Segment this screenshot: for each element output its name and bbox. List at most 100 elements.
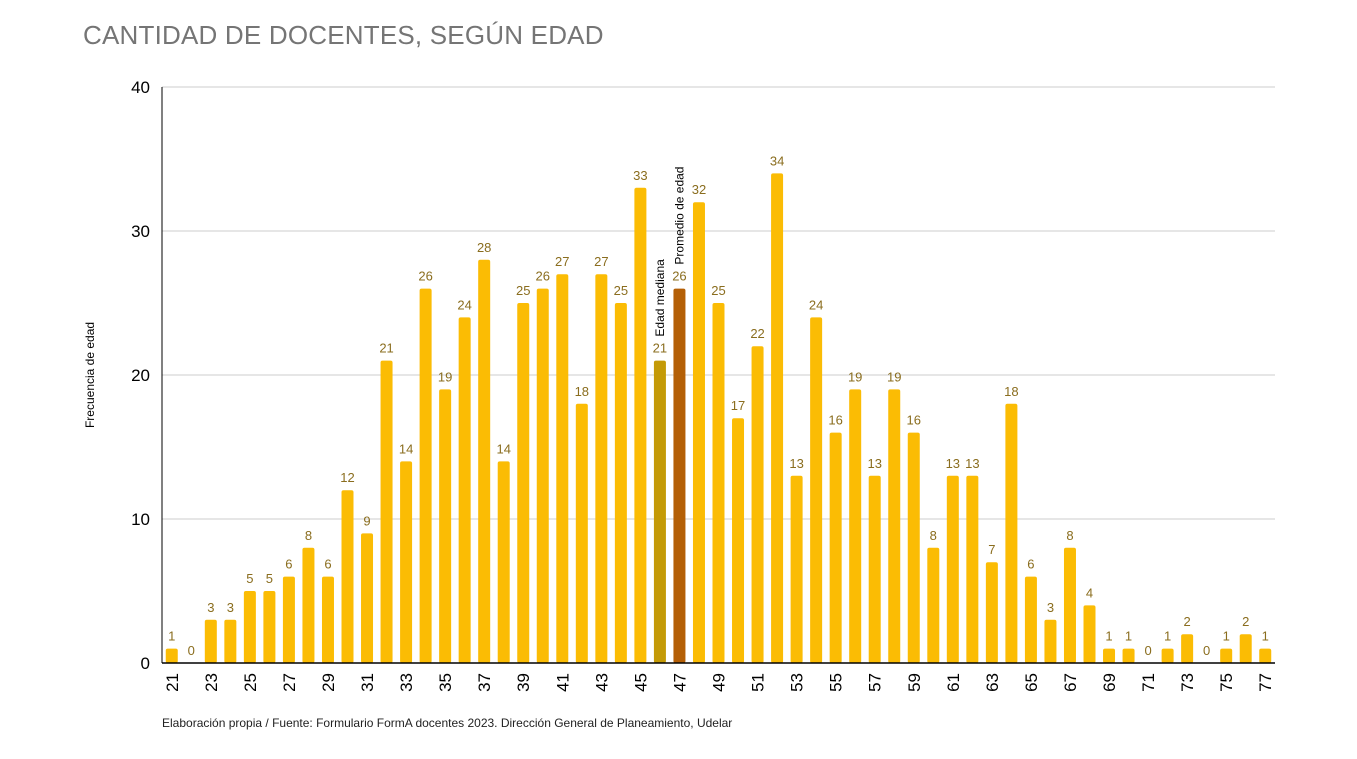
- bar: [321, 576, 334, 663]
- data-label: 8: [305, 528, 312, 543]
- bar: [907, 432, 920, 663]
- data-label: 0: [1203, 643, 1210, 658]
- x-tick-label: 57: [866, 673, 885, 692]
- bar: [732, 418, 745, 663]
- x-tick-label: 67: [1061, 673, 1080, 692]
- bar: [1063, 547, 1076, 663]
- data-label: 21: [379, 341, 393, 356]
- bar: [595, 274, 608, 663]
- x-tick-label: 29: [319, 673, 338, 692]
- data-label: 13: [789, 456, 803, 471]
- data-label: 1: [1105, 629, 1112, 644]
- bar: [1103, 648, 1116, 663]
- data-label: 7: [988, 542, 995, 557]
- chart-title: CANTIDAD DE DOCENTES, SEGÚN EDAD: [83, 20, 604, 50]
- data-label: 26: [418, 269, 432, 284]
- bar: [380, 360, 393, 663]
- data-label: 17: [731, 398, 745, 413]
- data-label: 21: [653, 341, 667, 356]
- bar: [282, 576, 295, 663]
- bar: [458, 317, 471, 663]
- data-label: 1: [1262, 629, 1269, 644]
- x-tick-label: 51: [749, 673, 768, 692]
- x-tick-label: 43: [592, 673, 611, 692]
- bar: [868, 475, 881, 663]
- bar: [497, 461, 510, 663]
- bar: [1024, 576, 1037, 663]
- bar: [419, 288, 432, 663]
- x-tick-label: 49: [710, 673, 729, 692]
- data-label: 25: [516, 283, 530, 298]
- data-label: 1: [1164, 629, 1171, 644]
- bar: [966, 475, 979, 663]
- bar: [1220, 648, 1233, 663]
- x-tick-label: 31: [358, 673, 377, 692]
- data-label: 5: [266, 571, 273, 586]
- bar: [673, 288, 686, 663]
- highlight-label: Promedio de edad: [672, 167, 686, 265]
- x-tick-label: 61: [944, 673, 963, 692]
- data-label: 3: [207, 600, 214, 615]
- bar: [1044, 619, 1057, 663]
- bar: [556, 274, 569, 663]
- data-label: 33: [633, 168, 647, 183]
- data-label: 1: [1223, 629, 1230, 644]
- bar: [1161, 648, 1174, 663]
- bar: [575, 403, 588, 663]
- data-label: 14: [496, 441, 510, 456]
- data-label: 34: [770, 153, 784, 168]
- x-tick-label: 65: [1022, 673, 1041, 692]
- bar: [204, 619, 217, 663]
- y-tick-label: 30: [131, 222, 150, 241]
- data-label: 16: [828, 413, 842, 428]
- bar: [263, 591, 276, 663]
- bar: [224, 619, 237, 663]
- x-tick-label: 73: [1178, 673, 1197, 692]
- bar: [810, 317, 823, 663]
- data-label: 14: [399, 441, 413, 456]
- bar: [927, 547, 940, 663]
- data-label: 1: [1125, 629, 1132, 644]
- data-label: 25: [711, 283, 725, 298]
- x-tick-label: 55: [827, 673, 846, 692]
- y-tick-label: 40: [131, 78, 150, 97]
- bar: [1005, 403, 1018, 663]
- data-label: 27: [555, 254, 569, 269]
- data-label: 25: [614, 283, 628, 298]
- x-tick-label: 53: [788, 673, 807, 692]
- x-tick-label: 71: [1139, 673, 1158, 692]
- bar: [771, 173, 784, 663]
- y-tick-label: 0: [141, 654, 150, 673]
- bar: [439, 389, 452, 663]
- bar: [1083, 605, 1096, 663]
- data-label: 3: [1047, 600, 1054, 615]
- bar: [517, 303, 530, 663]
- data-label: 19: [438, 369, 452, 384]
- x-tick-label: 63: [983, 673, 1002, 692]
- data-label: 24: [457, 297, 471, 312]
- x-tick-label: 37: [475, 673, 494, 692]
- data-label: 13: [867, 456, 881, 471]
- bar: [634, 187, 647, 664]
- x-tick-label: 35: [436, 673, 455, 692]
- data-label: 3: [227, 600, 234, 615]
- data-label: 8: [1066, 528, 1073, 543]
- data-label: 32: [692, 182, 706, 197]
- x-tick-label: 33: [397, 673, 416, 692]
- data-label: 6: [285, 557, 292, 572]
- bar: [692, 202, 705, 663]
- data-label: 18: [1004, 384, 1018, 399]
- x-tick-label: 41: [553, 673, 572, 692]
- bar: [653, 360, 666, 663]
- bar: [614, 303, 627, 663]
- x-tick-label: 21: [163, 673, 182, 692]
- data-label: 4: [1086, 585, 1093, 600]
- x-tick-label: 27: [280, 673, 299, 692]
- bar: [829, 432, 842, 663]
- y-tick-label: 10: [131, 510, 150, 529]
- data-label: 18: [575, 384, 589, 399]
- data-label: 12: [340, 470, 354, 485]
- data-label: 9: [363, 513, 370, 528]
- x-tick-label: 39: [514, 673, 533, 692]
